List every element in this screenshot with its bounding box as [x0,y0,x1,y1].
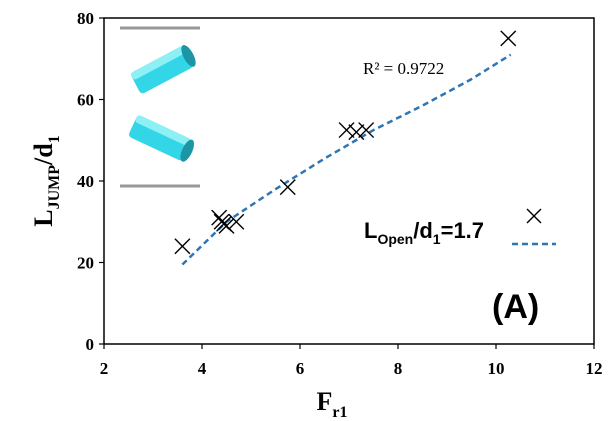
x-tick-label: 4 [198,359,207,378]
data-point [279,179,296,196]
y-tick-label: 60 [77,91,94,110]
legend-label-sub1: Open [377,231,413,247]
legend-label-main: L [364,218,377,243]
data-point [228,213,245,230]
legend-marker [526,208,542,224]
trendline [181,53,512,266]
data-point [174,238,191,255]
legend: LOpen/d1=1.7 [364,208,556,247]
y-axis-title: LJUMP/d1 [29,135,63,226]
panel-label: (A) [492,288,539,326]
legend-label-mid: /d [413,218,433,243]
x-tick-label: 2 [100,359,109,378]
data-point [358,122,375,139]
legend-label-tail: =1.7 [441,218,484,243]
x-tick-label: 8 [394,359,403,378]
svg-text:LOpen/d1=1.7: LOpen/d1=1.7 [364,218,484,247]
x-tick-label: 10 [488,359,505,378]
data-point [500,30,517,47]
r2-label: R² = 0.9722 [363,59,444,78]
data-point [338,122,355,139]
y-tick-label: 80 [77,9,94,28]
y-tick-label: 20 [77,254,94,273]
data-point [218,217,235,234]
x-tick-label: 12 [586,359,603,378]
y-tick-label: 40 [77,172,94,191]
x-tick-label: 6 [296,359,305,378]
x-axis-title: Fr1 [317,387,348,421]
y-tick-label: 0 [86,335,95,354]
legend-label-sub2: 1 [433,231,441,247]
cylinder-pipes-icon [120,26,200,188]
plot-area [103,17,595,345]
data-point [348,124,365,141]
